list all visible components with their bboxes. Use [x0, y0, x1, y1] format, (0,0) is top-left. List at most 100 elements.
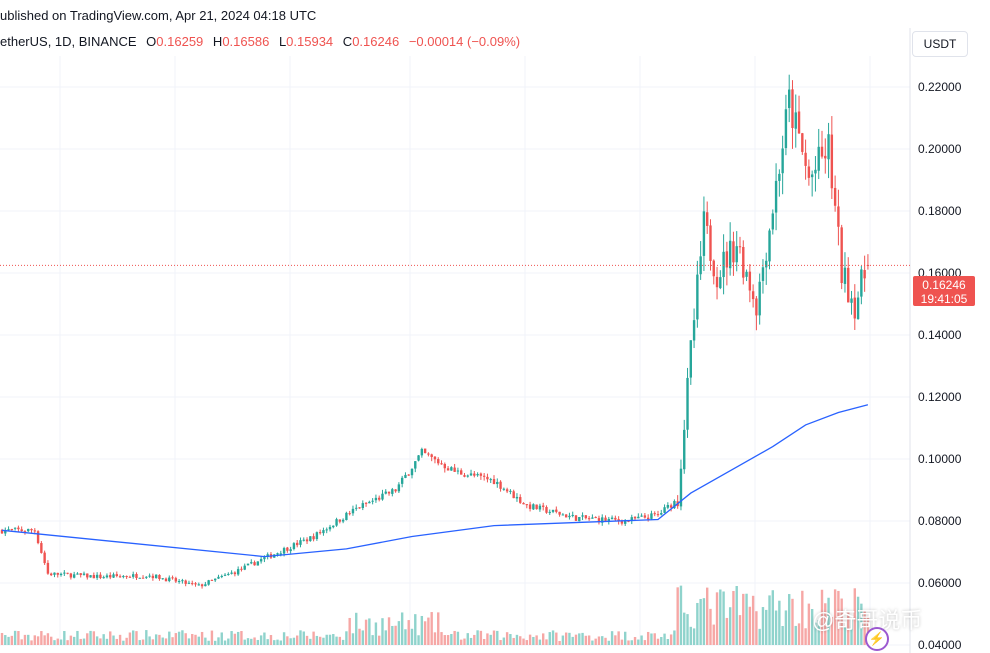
candle-body	[706, 212, 709, 226]
volume-bar	[174, 633, 178, 645]
candle-body	[591, 517, 594, 519]
candle-body	[738, 246, 742, 248]
volume-bar	[269, 635, 273, 645]
candle-body	[355, 507, 358, 509]
candle-body	[368, 501, 371, 504]
candle-body	[397, 484, 401, 492]
candle-body	[151, 575, 155, 579]
volume-bar	[666, 638, 670, 645]
candle-body	[761, 267, 765, 281]
volume-bar	[168, 631, 171, 645]
volume-bar	[20, 639, 23, 645]
candle-body	[56, 572, 59, 575]
volume-bar	[456, 631, 460, 645]
volume-bar	[860, 603, 863, 645]
volume-bar	[128, 632, 132, 645]
volume-bar	[86, 633, 89, 645]
volume-bar	[594, 638, 597, 645]
candle-body	[135, 573, 138, 578]
volume-bar	[141, 639, 145, 645]
volume-bar	[63, 631, 66, 645]
candle-body	[633, 516, 637, 519]
candle-body	[89, 575, 92, 578]
volume-bar	[761, 607, 765, 645]
candle-body	[538, 505, 542, 510]
volume-bar	[318, 636, 322, 645]
candle-body	[571, 514, 574, 516]
volume-bar	[810, 609, 814, 645]
volume-bar	[784, 610, 788, 645]
candle-body	[427, 453, 430, 455]
volume-bar	[443, 635, 446, 645]
volume-bar	[453, 630, 456, 645]
volume-bar	[564, 632, 568, 645]
candle-body	[466, 475, 469, 477]
candle-body	[66, 572, 69, 574]
candle-body	[361, 503, 364, 509]
volume-bar	[607, 640, 610, 645]
candle-body	[725, 251, 729, 268]
candle-body	[217, 576, 220, 579]
volume-bar	[289, 638, 292, 645]
volume-bar	[368, 618, 371, 645]
candle-body	[200, 584, 204, 587]
candle-body	[207, 580, 210, 585]
volume-bar	[847, 611, 850, 645]
volume-bar	[378, 635, 381, 645]
candle-body	[338, 519, 342, 522]
candle-body	[181, 580, 184, 582]
candle-body	[394, 489, 397, 492]
candle-body	[263, 557, 266, 560]
candle-body	[145, 576, 148, 578]
candle-body	[76, 573, 79, 575]
volume-bar	[302, 631, 305, 645]
candle-body	[660, 513, 663, 515]
candle-body	[827, 134, 830, 160]
volume-bar	[66, 640, 69, 645]
volume-bar	[440, 632, 443, 645]
candle-body	[794, 112, 797, 129]
candle-body	[233, 572, 237, 575]
volume-bar	[118, 634, 122, 645]
candle-body	[853, 297, 856, 319]
candle-body	[433, 456, 437, 460]
candle-body	[161, 578, 164, 580]
volume-bar	[712, 624, 715, 645]
candle-body	[414, 461, 417, 469]
volume-bar	[856, 596, 860, 645]
candle-body	[440, 463, 443, 465]
volume-bar	[132, 630, 135, 645]
candle-body	[404, 474, 407, 478]
symbol-label[interactable]: etherUS, 1D, BINANCE	[0, 34, 137, 49]
candle-body	[768, 230, 771, 262]
volume-bar	[404, 629, 407, 645]
lightning-icon[interactable]: ⚡	[865, 627, 889, 651]
candle-body	[187, 582, 191, 584]
candle-body	[43, 552, 46, 564]
volume-bar	[184, 633, 187, 645]
candle-body	[141, 577, 145, 579]
volume-bar	[709, 608, 712, 645]
publish-text: ublished on TradingView.com, Apr 21, 202…	[0, 8, 317, 23]
volume-bar	[292, 637, 296, 645]
candle-body	[473, 473, 476, 476]
candle-body	[555, 509, 558, 512]
volume-bar	[417, 635, 420, 645]
candle-body	[391, 489, 394, 494]
candle-body	[863, 270, 866, 279]
candle-body	[46, 562, 50, 574]
volume-bar	[282, 632, 286, 645]
candle-body	[581, 515, 584, 517]
candle-body	[364, 502, 368, 504]
candle-body	[525, 504, 528, 506]
candle-body	[784, 109, 788, 149]
volume-bar	[69, 635, 73, 645]
candle-body	[7, 529, 10, 531]
volume-bar	[781, 626, 784, 645]
volume-bar	[312, 631, 315, 645]
volume-bar	[722, 591, 725, 645]
volume-bar	[43, 635, 46, 645]
volume-bar	[145, 630, 148, 645]
currency-button[interactable]: USDT	[912, 31, 968, 57]
